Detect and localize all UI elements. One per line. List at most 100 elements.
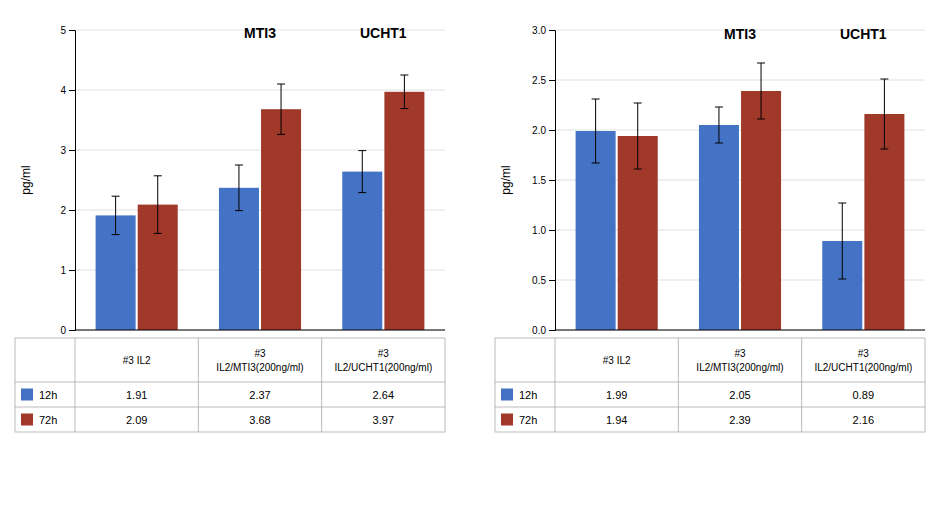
table-value: 3.68 bbox=[249, 414, 270, 426]
bar-series bbox=[138, 75, 425, 330]
legend-swatch bbox=[21, 414, 33, 426]
y-tick-mark bbox=[549, 30, 555, 31]
category-label: #3IL2/MTI3(200ng/ml) bbox=[696, 348, 783, 373]
y-tick-label: 4 bbox=[60, 85, 66, 96]
y-tick-mark bbox=[69, 90, 75, 91]
table-col-line bbox=[198, 338, 199, 432]
y-tick-mark bbox=[69, 210, 75, 211]
table-row-line bbox=[495, 407, 925, 408]
y-tick: 1.0 bbox=[532, 225, 555, 236]
chart-panel: 0.00.51.01.52.02.53.0pg/mlMTI3UCHT1#3 IL… bbox=[495, 25, 925, 432]
y-tick-label: 2.0 bbox=[532, 125, 546, 136]
table-value: 2.39 bbox=[729, 414, 750, 426]
y-tick-mark bbox=[549, 330, 555, 331]
chart-panel: 012345pg/mlMTI3UCHT1#3 IL2#3IL2/MTI3(200… bbox=[15, 25, 445, 432]
table-row-line bbox=[15, 407, 445, 408]
annotation: MTI3 bbox=[244, 25, 276, 41]
plot-area bbox=[96, 75, 425, 330]
legend-swatch bbox=[21, 389, 33, 401]
bar bbox=[261, 109, 301, 330]
category-label: #3IL2/UCHT1(200ng/ml) bbox=[814, 348, 912, 373]
error-bar bbox=[880, 79, 888, 149]
grid bbox=[75, 30, 445, 330]
y-tick-label: 1.0 bbox=[532, 225, 546, 236]
bar-series bbox=[576, 99, 863, 330]
plot-area bbox=[576, 63, 905, 330]
y-tick-mark bbox=[549, 80, 555, 81]
bar bbox=[342, 172, 382, 330]
y-tick-label: 3 bbox=[60, 145, 66, 156]
category-label: #3 IL2 bbox=[123, 355, 151, 366]
category-label: #3IL2/MTI3(200ng/ml) bbox=[216, 348, 303, 373]
y-tick-mark bbox=[69, 30, 75, 31]
y-tick-mark bbox=[549, 280, 555, 281]
table-value: 2.09 bbox=[126, 414, 147, 426]
x-axis-line bbox=[75, 330, 445, 331]
table-value: 1.99 bbox=[606, 389, 627, 401]
category-label: #3IL2/UCHT1(200ng/ml) bbox=[334, 348, 432, 373]
error-bar bbox=[235, 165, 243, 211]
table-col-line bbox=[555, 338, 556, 432]
table-row-line bbox=[495, 382, 925, 383]
table-value: 2.16 bbox=[853, 414, 874, 426]
y-tick: 5 bbox=[60, 25, 75, 36]
y-axis-title: pg/ml bbox=[19, 165, 33, 194]
y-tick-mark bbox=[69, 270, 75, 271]
grid-line bbox=[75, 90, 445, 91]
y-tick: 2 bbox=[60, 205, 75, 216]
y-tick: 0 bbox=[60, 325, 75, 336]
bar bbox=[384, 92, 424, 330]
error-bar bbox=[592, 99, 600, 163]
grid-line bbox=[75, 330, 445, 331]
data-table: #3 IL2 #3IL2/MTI3(200ng/ml) #3IL2/UCHT1(20… bbox=[495, 338, 925, 432]
y-tick-mark bbox=[549, 230, 555, 231]
grid-line bbox=[555, 80, 925, 81]
error-bar bbox=[400, 75, 408, 109]
error-bar bbox=[112, 196, 120, 234]
y-tick: 2.0 bbox=[532, 125, 555, 136]
y-tick: 1.5 bbox=[532, 175, 555, 186]
error-bar bbox=[715, 107, 723, 143]
error-bar bbox=[757, 63, 765, 119]
table-value: 2.64 bbox=[373, 389, 394, 401]
table-value: 1.91 bbox=[126, 389, 147, 401]
y-tick: 3.0 bbox=[532, 25, 555, 36]
y-tick: 0.0 bbox=[532, 325, 555, 336]
table-col-line bbox=[678, 338, 679, 432]
y-tick: 0.5 bbox=[532, 275, 555, 286]
y-tick-label: 2 bbox=[60, 205, 66, 216]
grid bbox=[555, 30, 925, 330]
legend-label: 12h bbox=[39, 389, 57, 401]
legend-label: 72h bbox=[519, 414, 537, 426]
table-row-line bbox=[15, 382, 445, 383]
y-axis-line bbox=[549, 31, 556, 331]
y-tick-label: 5 bbox=[60, 25, 66, 36]
table-value: 3.97 bbox=[373, 414, 394, 426]
table-border bbox=[495, 338, 925, 432]
y-tick-mark bbox=[69, 330, 75, 331]
error-bar bbox=[838, 203, 846, 279]
annotation: MTI3 bbox=[724, 26, 756, 42]
y-tick: 4 bbox=[60, 85, 75, 96]
error-bar bbox=[634, 103, 642, 169]
y-tick-mark bbox=[549, 130, 555, 131]
table-value: 2.05 bbox=[729, 389, 750, 401]
annotation: UCHT1 bbox=[360, 25, 407, 41]
bar bbox=[699, 125, 739, 330]
legend-label: 12h bbox=[519, 389, 537, 401]
bar-series bbox=[618, 63, 905, 330]
bar-series bbox=[96, 151, 383, 330]
y-tick-label: 3.0 bbox=[532, 25, 546, 36]
error-bar bbox=[154, 176, 162, 234]
legend-swatch bbox=[501, 414, 513, 426]
y-tick-label: 1.5 bbox=[532, 175, 546, 186]
y-tick-label: 0 bbox=[60, 325, 66, 336]
chart-canvas: 012345pg/mlMTI3UCHT1#3 IL2#3IL2/MTI3(200… bbox=[0, 0, 944, 509]
y-axis: 0.0 0.5 1.0 1.5 2.0 2.5 3.0 bbox=[532, 25, 555, 336]
legend-swatch bbox=[501, 389, 513, 401]
y-tick-label: 0.5 bbox=[532, 275, 546, 286]
legend-label: 72h bbox=[39, 414, 57, 426]
category-label: #3 IL2 bbox=[603, 355, 631, 366]
y-axis: 012345 bbox=[60, 25, 75, 336]
y-tick-label: 2.5 bbox=[532, 75, 546, 86]
